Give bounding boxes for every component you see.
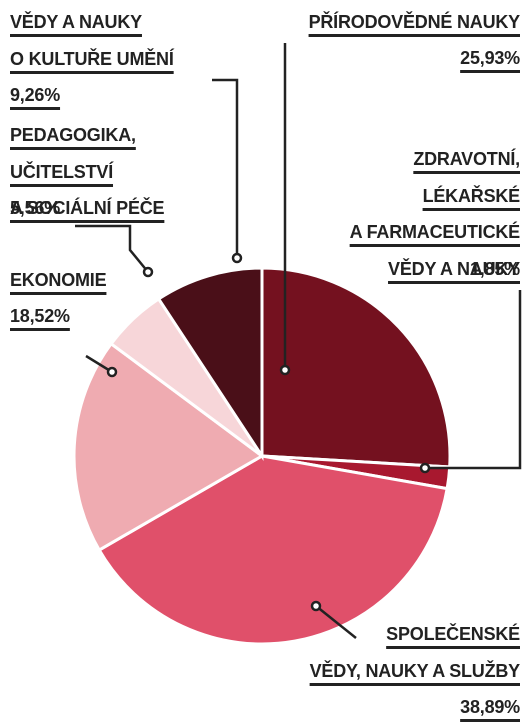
leader-dot: [142, 266, 154, 278]
pie-slice: [72, 341, 265, 553]
value-label: 5,56%: [10, 198, 61, 218]
leader: [75, 224, 149, 273]
value-label: 18,52%: [10, 306, 70, 326]
value-label: 1,85%: [469, 259, 520, 279]
leader: [425, 290, 522, 470]
leader-dots: [106, 252, 431, 612]
leader: [315, 605, 357, 639]
category-label: VĚDY A NAUKY O KULTUŘE UMĚNÍ: [10, 12, 174, 69]
category-label: PEDAGOGIKA, UČITELSTVÍ A SOCIÁLNÍ PÉČE: [10, 125, 165, 218]
pie: [72, 266, 452, 646]
pie-slice: [260, 266, 452, 469]
value-label: 25,93%: [460, 48, 520, 68]
value-label: 38,89%: [460, 697, 520, 717]
pie-slice: [97, 454, 449, 646]
leader: [212, 78, 239, 258]
leader-dot: [231, 252, 243, 264]
category-label: SPOLEČENSKÉ VĚDY, NAUKY A SLUŽBY: [309, 624, 521, 681]
value-label: 9,26%: [10, 85, 61, 105]
category-label: PŘÍRODOVĚDNÉ NAUKY: [308, 12, 521, 32]
pie-slice: [156, 266, 264, 462]
category-label: ZDRAVOTNÍ, LÉKAŘSKÉ A FARMACEUTICKÉ VĚDY…: [349, 149, 521, 279]
leader-dot: [106, 366, 118, 378]
leader-dot: [279, 364, 291, 376]
category-label: EKONOMIE: [10, 270, 107, 290]
leader-dot: [419, 462, 431, 474]
leaders: [75, 43, 522, 639]
leader-dot: [310, 600, 322, 612]
